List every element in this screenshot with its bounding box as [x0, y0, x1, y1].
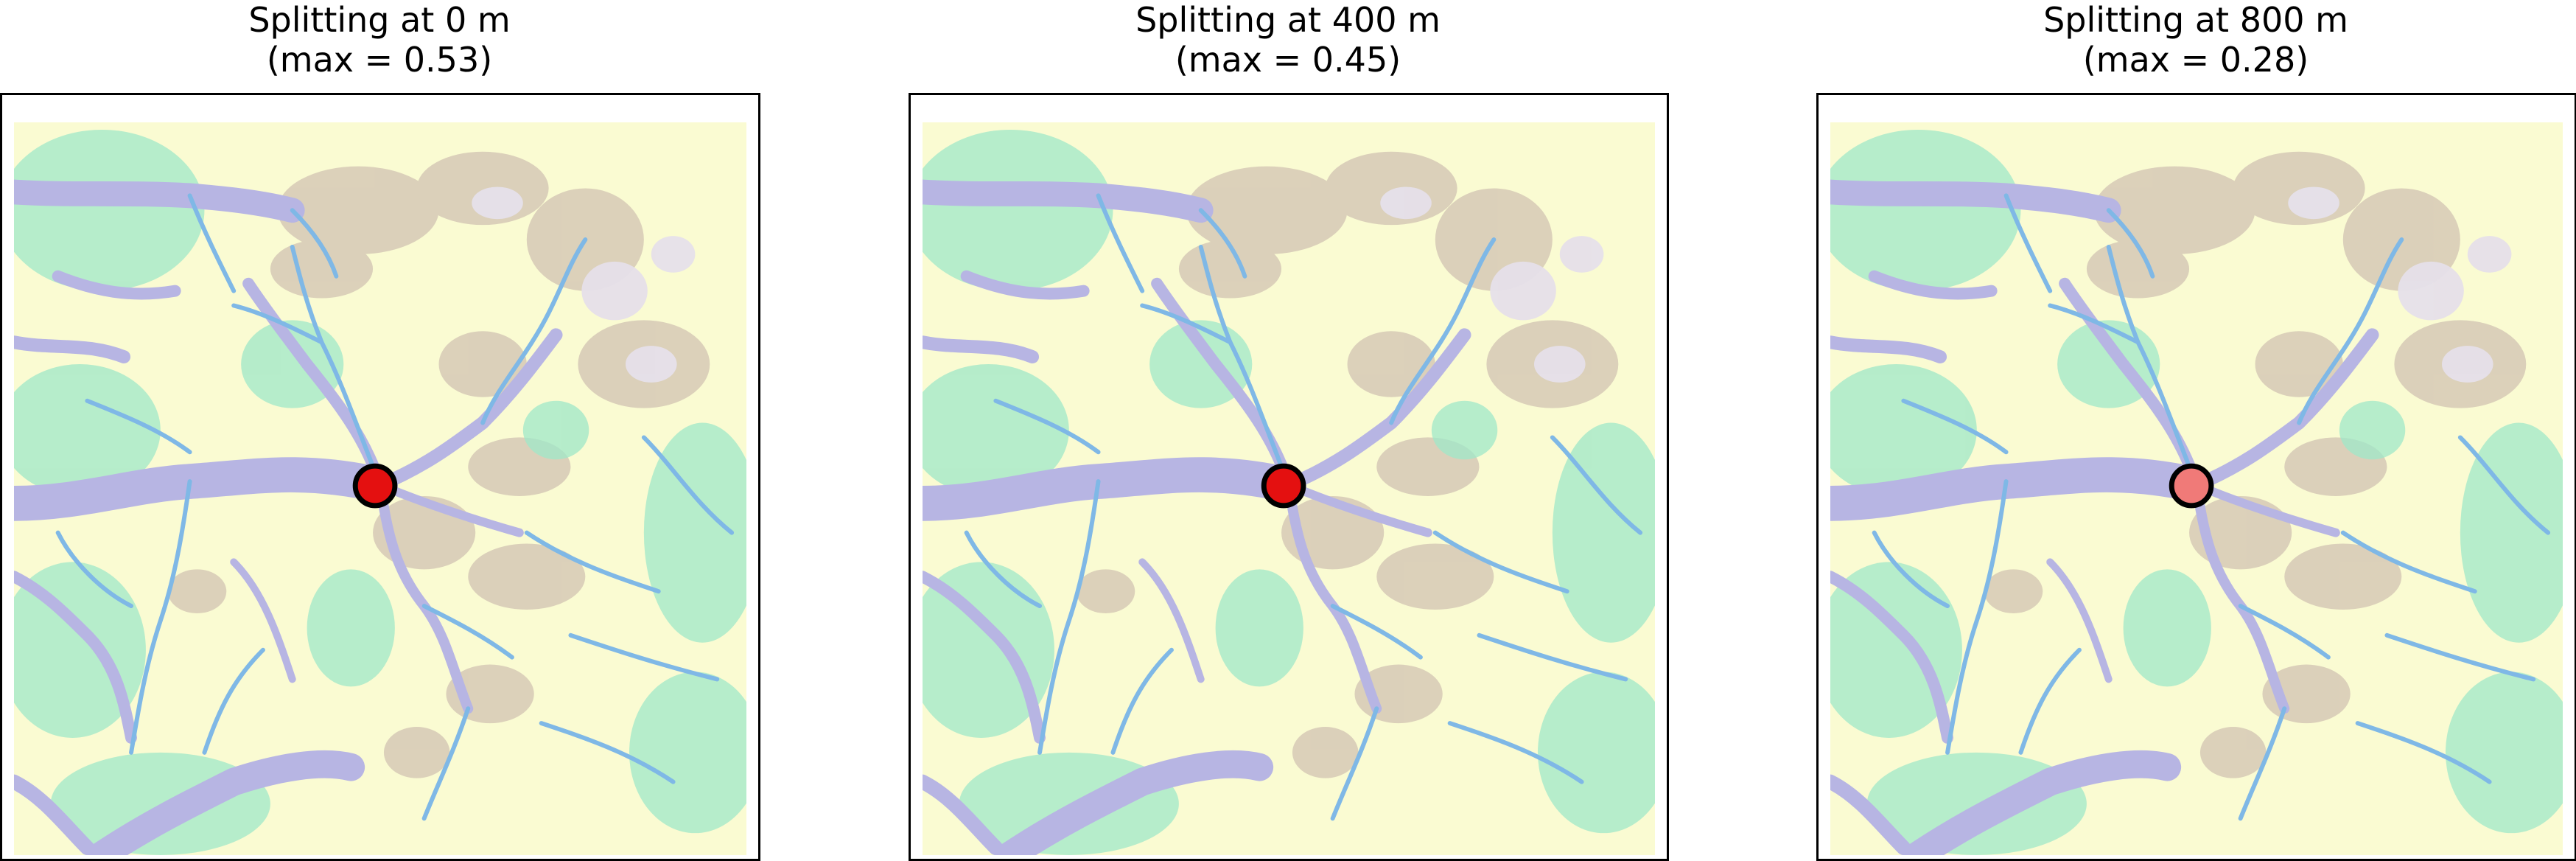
panel-title-line: Splitting at 800 m — [2043, 0, 2348, 40]
panel-split-800: Splitting at 800 m (max = 0.28) — [1816, 0, 2576, 861]
panel-title-line: Splitting at 0 m — [248, 0, 511, 40]
terrain-map — [923, 120, 1655, 857]
map-frame — [0, 93, 760, 861]
panel-split-0: Splitting at 0 m (max = 0.53) — [0, 0, 760, 861]
site-marker — [1261, 463, 1306, 509]
site-marker — [352, 463, 398, 509]
panel-title-line: Splitting at 400 m — [1135, 0, 1441, 40]
terrain-map — [1830, 120, 2563, 857]
site-marker — [2169, 463, 2214, 509]
panel-subtitle: (max = 0.45) — [1175, 40, 1401, 80]
panel-split-400: Splitting at 400 m (max = 0.45) — [909, 0, 1669, 861]
map-frame — [909, 93, 1669, 861]
map-frame — [1816, 93, 2576, 861]
panel-subtitle: (max = 0.53) — [266, 40, 493, 80]
panel-title: Splitting at 400 m (max = 0.45) — [909, 0, 1667, 80]
panel-subtitle: (max = 0.28) — [2082, 40, 2309, 80]
terrain-map — [14, 120, 746, 857]
panel-title: Splitting at 0 m (max = 0.53) — [0, 0, 759, 80]
panel-title: Splitting at 800 m (max = 0.28) — [1816, 0, 2575, 80]
